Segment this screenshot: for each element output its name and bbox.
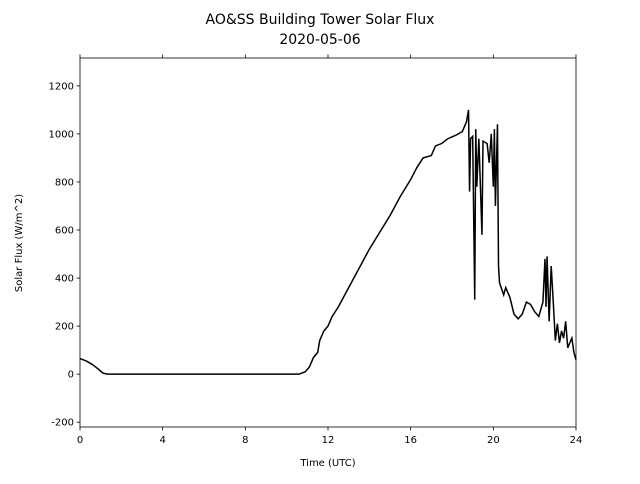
plot-frame (79, 57, 577, 428)
x-tick-label: 0 (77, 435, 83, 446)
x-tick-label: 16 (404, 435, 417, 446)
x-tick-label: 4 (159, 435, 165, 446)
y-axis-label: Solar Flux (W/m^2) (14, 194, 25, 292)
y-tick-label: 400 (55, 274, 74, 285)
y-tick-label: 1200 (49, 81, 74, 92)
x-axis-label: Time (UTC) (299, 458, 355, 469)
y-tick-label: 1000 (49, 129, 74, 140)
y-tick-label: 200 (55, 322, 74, 333)
x-tick-label: 8 (242, 435, 248, 446)
x-tick-label: 12 (322, 435, 335, 446)
data-line (79, 109, 577, 375)
y-tick-label: 0 (68, 370, 74, 381)
x-tick-label: 20 (487, 435, 500, 446)
y-tick-label: 600 (55, 226, 74, 237)
y-tick-label: -200 (51, 418, 74, 429)
chart-subtitle: 2020-05-06 (279, 32, 360, 48)
x-tick-label: 24 (570, 435, 583, 446)
y-tick-label: 800 (55, 177, 74, 188)
chart-title: AO&SS Building Tower Solar Flux (206, 12, 435, 28)
